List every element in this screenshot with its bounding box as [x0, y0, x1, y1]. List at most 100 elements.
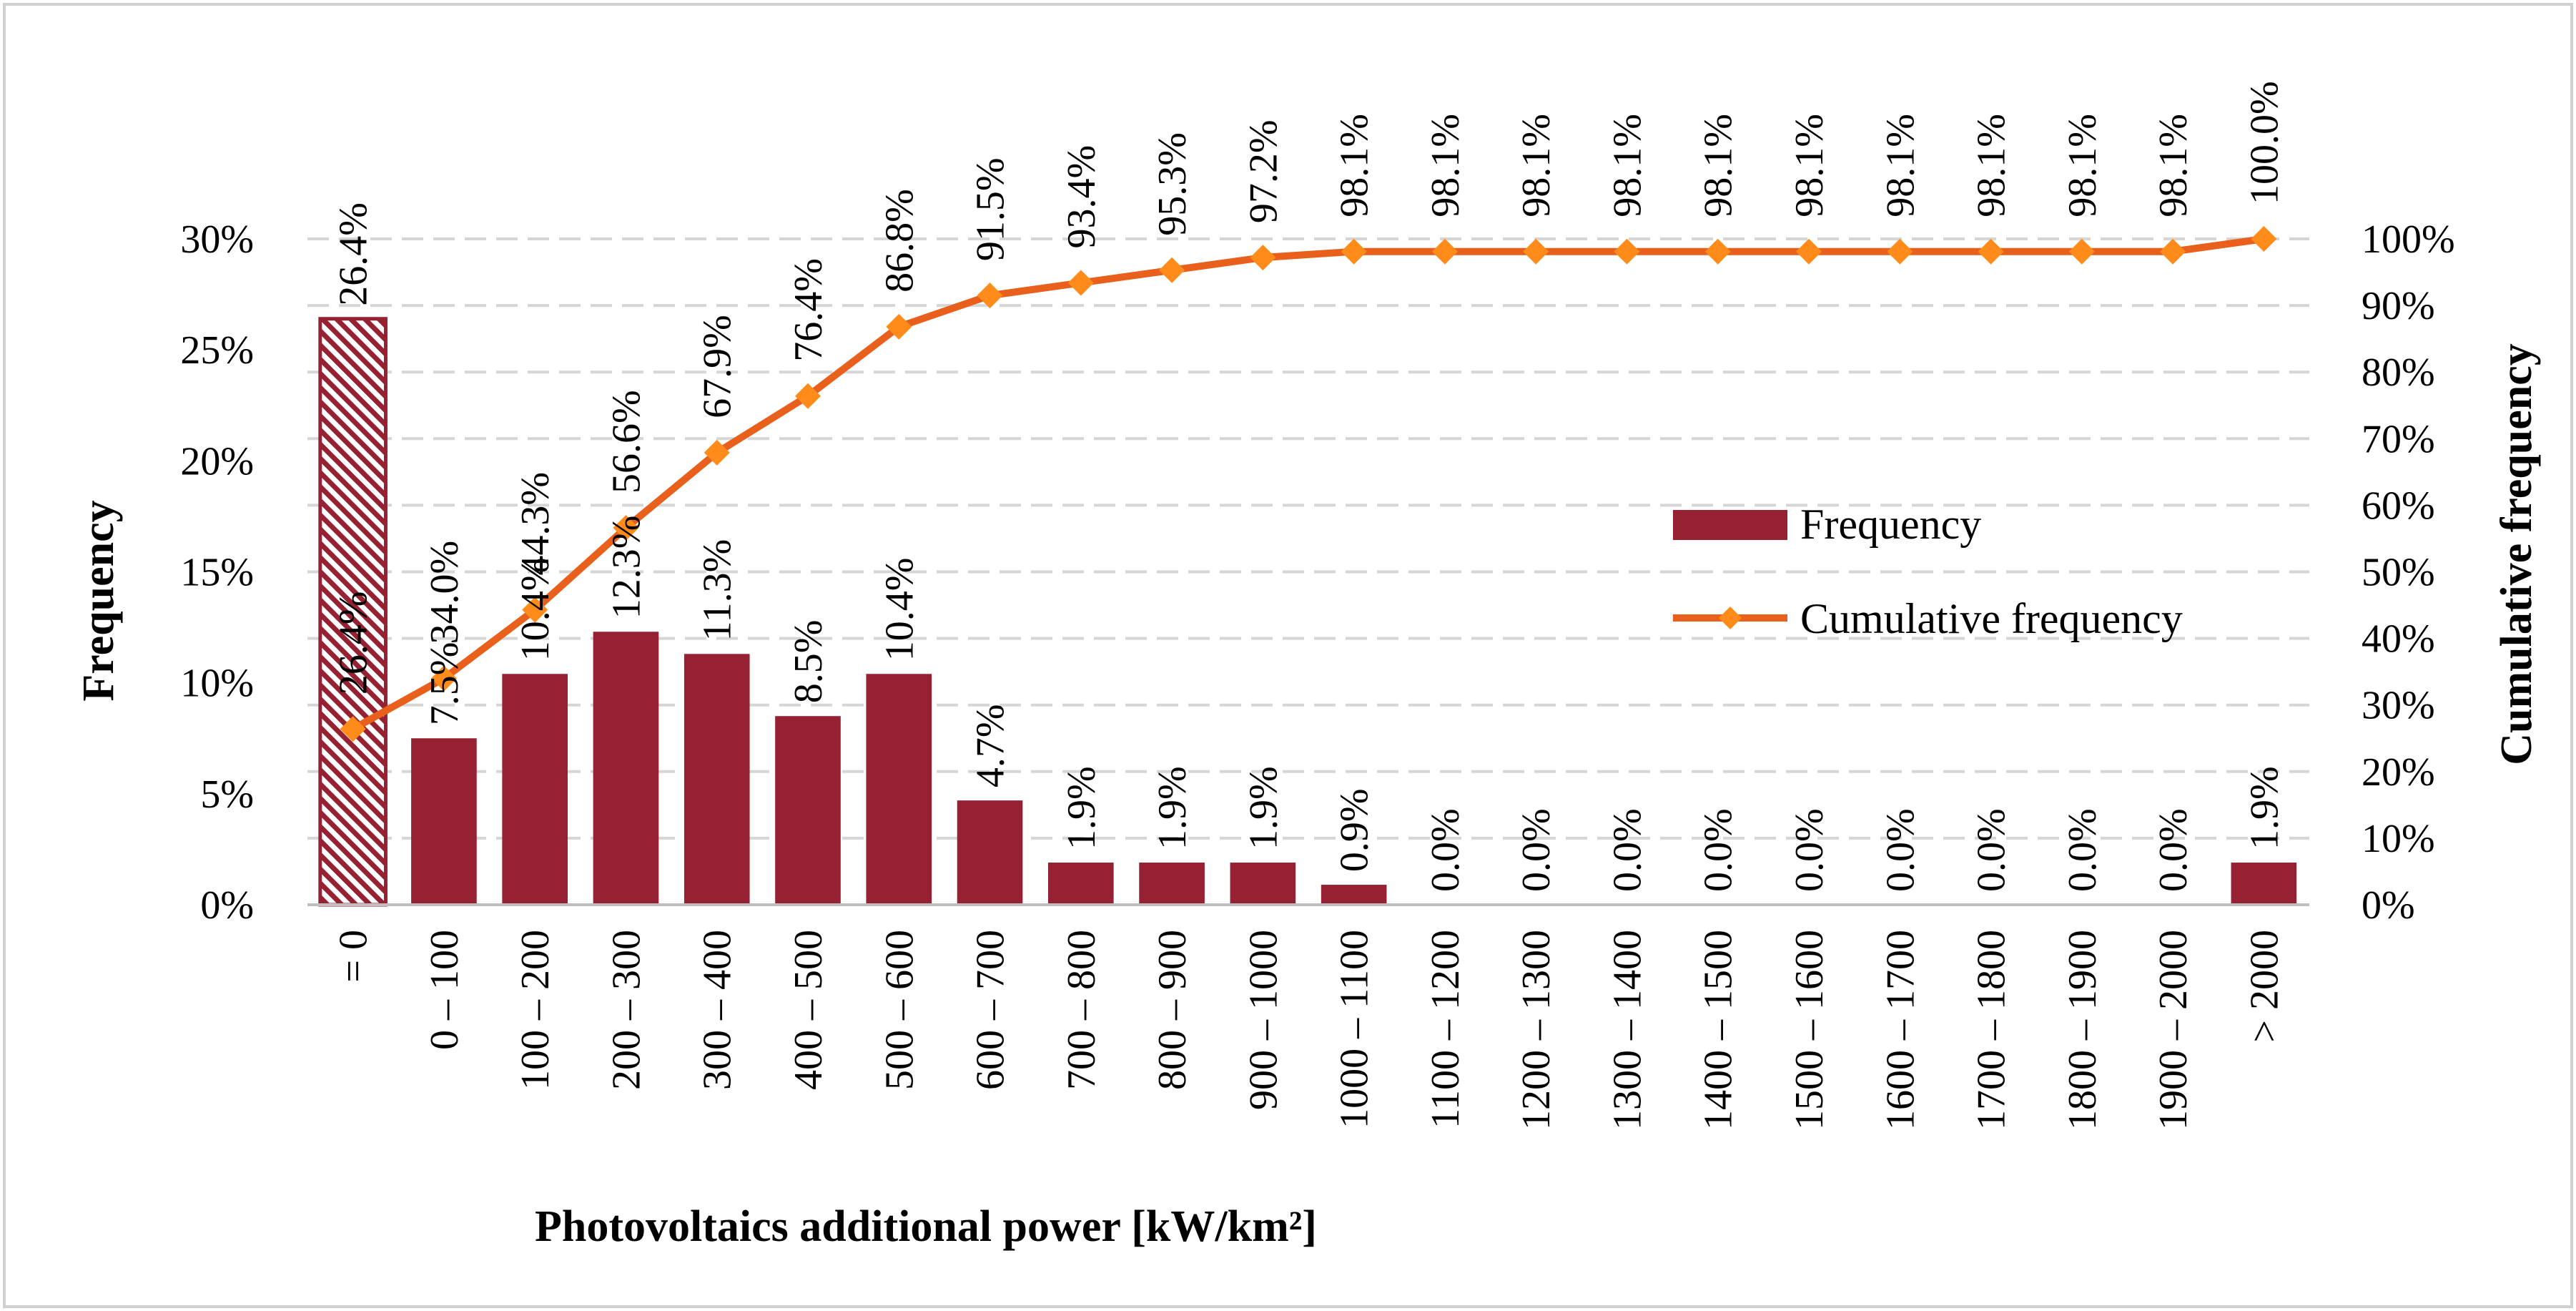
x-tick-label: 300 – 400 [696, 930, 740, 1090]
x-tick-label: 800 – 900 [1150, 930, 1195, 1090]
bar [1321, 885, 1387, 905]
bar [593, 632, 659, 905]
x-tick-label: 100 – 200 [513, 930, 558, 1090]
y-tick-label: 30% [180, 217, 254, 262]
cumulative-value-label: 91.5% [969, 157, 1013, 261]
x-tick-label: > 2000 [2242, 930, 2286, 1043]
cumulative-marker [1704, 238, 1731, 265]
cumulative-value-label: 98.1% [1787, 114, 1832, 217]
y2-tick-label: 70% [2362, 417, 2435, 461]
bar-value-label: 0.9% [1333, 788, 1377, 872]
x-tick-label: 0 – 100 [423, 930, 467, 1050]
cumulative-value-label: 34.0% [423, 541, 467, 644]
cumulative-value-label: 98.1% [1970, 114, 2014, 217]
axes: 0% 5% 10% 15% 20% 25% 30% 0% 10% 20% 30% 40% 50% 60% 7… [180, 217, 2454, 1130]
y-tick-label: 15% [180, 551, 254, 595]
bar-value-label: 1.9% [1150, 766, 1195, 850]
bar-value-label: 26.4% [332, 202, 376, 306]
x-tick-label: 400 – 500 [786, 930, 831, 1090]
bar-value-label: 10.4% [877, 558, 922, 662]
chart-frame [3, 3, 2573, 1308]
x-tick-label: 1600 – 1700 [1878, 930, 1923, 1130]
bar [775, 716, 841, 905]
cumulative-marker [2068, 238, 2095, 265]
bar-highlighted [318, 317, 388, 907]
cumulative-value-label: 98.1% [1423, 114, 1468, 217]
cumulative-value-label: 98.1% [1605, 114, 1649, 217]
bar-value-label: 0.0% [1878, 808, 1923, 892]
y-tick-label: 25% [180, 328, 254, 373]
bar-value-label: 4.7% [969, 704, 1013, 787]
y-tick-label: 0% [200, 883, 254, 928]
x-tick-label: = 0 [332, 930, 376, 983]
x-tick-label: 1700 – 1800 [1970, 930, 2014, 1130]
y-tick-label: 10% [180, 662, 254, 706]
x-tick-label: 1200 – 1300 [1514, 930, 1559, 1130]
y2-tick-label: 60% [2362, 483, 2435, 528]
legend-swatch-marker [1719, 607, 1742, 629]
cumulative-marker [977, 283, 1003, 309]
cumulative-marker [522, 596, 548, 623]
bar-value-label: 8.5% [786, 620, 831, 704]
bar-value-label: 12.3% [604, 516, 648, 619]
y2-tick-label: 10% [2362, 817, 2435, 861]
cumulative-value-label: 98.1% [1697, 114, 1741, 217]
cumulative-value-label: 56.6% [604, 390, 648, 494]
x-tick-label: 1100 – 1200 [1423, 930, 1468, 1129]
cumulative-value-label: 44.3% [513, 472, 558, 576]
x-axis-title: Photovoltaics additional power [kW/km²] [535, 1202, 1317, 1251]
cumulative-marker [795, 383, 821, 409]
bar-value-label: 0.0% [1787, 808, 1832, 892]
legend: Frequency Cumulative frequency [1673, 501, 2183, 642]
bar [866, 674, 932, 905]
bar [957, 800, 1023, 905]
bar [1230, 863, 1296, 905]
y2-tick-label: 0% [2362, 883, 2415, 928]
y2-tick-label: 90% [2362, 284, 2435, 328]
bar [411, 738, 477, 905]
bar [684, 654, 750, 905]
cumulative-marker [1614, 238, 1640, 265]
bar [502, 674, 568, 905]
x-tick-label: 1400 – 1500 [1697, 930, 1741, 1130]
cumulative-value-label: 86.8% [877, 189, 922, 293]
cumulative-marker [613, 515, 639, 541]
bar-value-label: 7.5% [423, 642, 467, 726]
cumulative-value-label: 98.1% [2151, 114, 2196, 217]
cumulative-marker [704, 439, 730, 466]
cumulative-marker [1250, 245, 1276, 271]
cumulative-marker [1978, 238, 2004, 265]
cumulative-value-label: 95.3% [1150, 132, 1195, 236]
bar [2231, 863, 2297, 905]
cumulative-marker [1067, 270, 1094, 296]
x-tick-label: 200 – 300 [604, 930, 648, 1090]
cumulative-value-label: 98.1% [2061, 114, 2105, 217]
bar-value-label: 10.4% [513, 558, 558, 662]
bar-value-label: 0.0% [1514, 808, 1559, 892]
bar [1048, 863, 1114, 905]
cumulative-value-label: 98.1% [1333, 114, 1377, 217]
bar-value-label: 11.3% [696, 539, 740, 642]
cumulative-marker [2160, 238, 2186, 265]
cumulative-marker [340, 716, 366, 742]
cumulative-value-label: 97.2% [1241, 119, 1285, 223]
y2-tick-label: 30% [2362, 684, 2435, 728]
bar-value-label: 1.9% [1060, 766, 1104, 850]
y-axis-title: Frequency [74, 500, 123, 701]
x-tick-label: 1800 – 1900 [2061, 930, 2105, 1130]
cumulative-line [340, 226, 2277, 742]
bar-value-label: 0.0% [1697, 808, 1741, 892]
bar-value-label: 1.9% [1241, 766, 1285, 850]
cumulative-marker [2251, 226, 2277, 252]
cumulative-marker [1523, 238, 1549, 265]
y-tick-label: 20% [180, 439, 254, 483]
x-tick-label: 500 – 600 [877, 930, 922, 1090]
y2-axis-title: Cumulative frequency [2492, 343, 2541, 765]
bar [1139, 863, 1205, 905]
bar-value-label: 0.0% [2151, 808, 2196, 892]
y-tick-label: 5% [200, 772, 254, 817]
cumulative-marker [1887, 238, 1913, 265]
legend-swatch-frequency [1673, 510, 1787, 540]
cumulative-marker [886, 313, 912, 340]
